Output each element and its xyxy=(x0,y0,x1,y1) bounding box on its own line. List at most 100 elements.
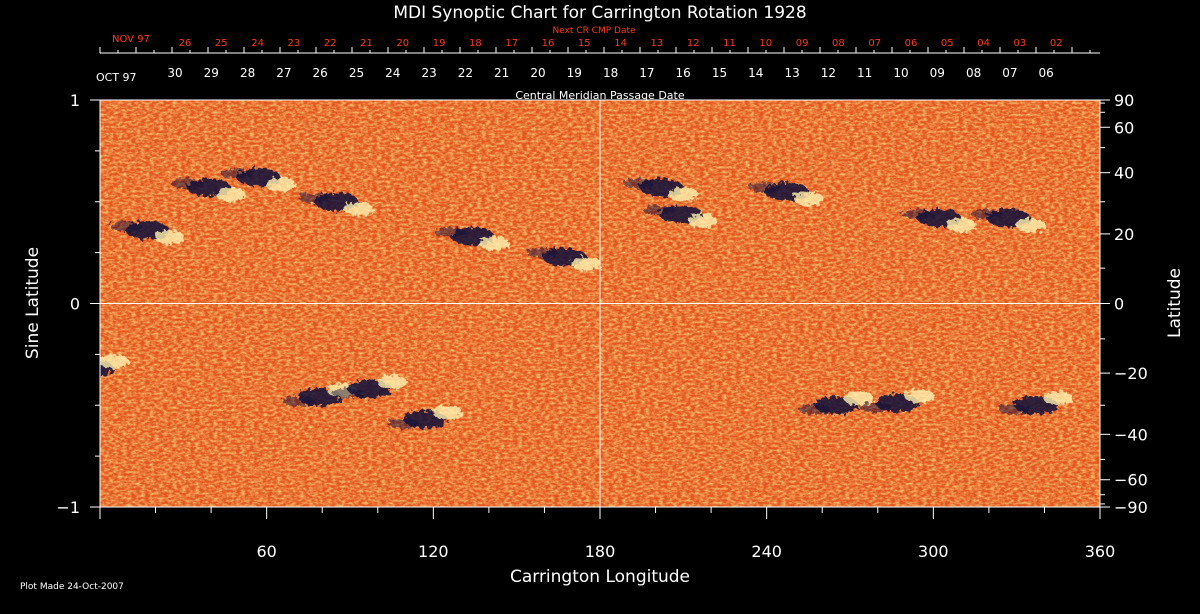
cmp-date-label: 09 xyxy=(930,66,945,80)
next-cr-date-label: 12 xyxy=(687,38,700,49)
y-right-tick-label: 40 xyxy=(1114,164,1134,183)
diffuse-flux-patch xyxy=(970,209,1003,220)
cmp-axis: OCT 97 30 29 28 27 26 25 24 23 22 21 20 19 18 17 16 15 1… xyxy=(96,66,1054,102)
next-cr-date-label: 09 xyxy=(796,38,809,49)
active-region xyxy=(434,227,510,251)
active-region xyxy=(220,168,296,192)
positive-polarity-patch xyxy=(432,405,463,420)
cmp-date-label: 13 xyxy=(784,66,799,80)
diffuse-flux-patch xyxy=(170,178,203,189)
y-right-tick-label: 20 xyxy=(1114,225,1134,244)
active-region xyxy=(526,247,602,271)
positive-polarity-patch xyxy=(265,177,296,192)
cmp-date-label: 26 xyxy=(313,66,328,80)
x-axis-label: Carrington Longitude xyxy=(510,567,690,587)
cmp-date-label: 24 xyxy=(385,66,400,80)
cmp-date-label: 29 xyxy=(204,66,219,80)
active-region xyxy=(748,182,824,206)
diffuse-flux-patch xyxy=(54,368,86,378)
next-cr-date-label: 23 xyxy=(288,38,301,49)
next-cr-date-label: 03 xyxy=(1014,38,1027,49)
active-region xyxy=(54,354,129,378)
active-region xyxy=(331,374,407,398)
y-left-tick-label: 1 xyxy=(70,91,80,110)
cmp-date-label: 22 xyxy=(458,66,473,80)
diffuse-flux-patch xyxy=(526,247,559,258)
next-cr-date-label: 07 xyxy=(868,38,881,49)
y-right-tick-label: 60 xyxy=(1114,118,1134,137)
x-tick-label: 240 xyxy=(751,542,782,561)
positive-polarity-patch xyxy=(668,187,699,202)
next-cr-date-label: 04 xyxy=(977,38,990,49)
next-cr-date-label: 21 xyxy=(360,38,373,49)
active-region xyxy=(387,405,463,429)
positive-polarity-patch xyxy=(215,187,246,202)
active-region xyxy=(859,389,935,413)
cmp-axis-label: Central Meridian Passage Date xyxy=(515,89,684,102)
positive-polarity-patch xyxy=(843,391,874,406)
next-cr-date-label: 24 xyxy=(251,38,264,49)
active-region xyxy=(798,391,874,415)
positive-polarity-patch xyxy=(343,201,374,216)
plot-made-footer: Plot Made 24-Oct-2007 xyxy=(20,582,124,592)
x-tick-label: 60 xyxy=(256,542,276,561)
cmp-date-label: 19 xyxy=(567,66,582,80)
next-cr-date-label: 22 xyxy=(324,38,337,49)
active-region xyxy=(109,221,185,245)
cmp-date-label: 18 xyxy=(603,66,618,80)
positive-polarity-patch xyxy=(793,191,824,206)
next-cr-date-label: 17 xyxy=(505,38,518,49)
positive-polarity-patch xyxy=(687,214,718,229)
diffuse-flux-patch xyxy=(331,387,364,398)
y-right-tick-label: −40 xyxy=(1114,425,1148,444)
y-axis-right-label: Latitude xyxy=(1165,268,1185,338)
next-cr-date-label: 26 xyxy=(179,38,192,49)
positive-polarity-patch xyxy=(154,230,185,245)
cmp-date-label: 23 xyxy=(421,66,436,80)
y-right-tick-label: −20 xyxy=(1114,364,1148,383)
cmp-date-label: 11 xyxy=(857,66,872,80)
y-right-tick-label: 0 xyxy=(1114,295,1124,314)
cmp-date-label: 17 xyxy=(639,66,654,80)
cmp-date-label: 10 xyxy=(893,66,908,80)
cmp-date-label: 14 xyxy=(748,66,763,80)
next-cr-date-label: 10 xyxy=(759,38,772,49)
cmp-date-label: 06 xyxy=(1039,66,1054,80)
next-cr-axis-label: Next CR CMP Date xyxy=(552,26,636,36)
cmp-date-label: 27 xyxy=(276,66,291,80)
cmp-date-label: 30 xyxy=(167,66,182,80)
positive-polarity-patch xyxy=(946,218,977,233)
next-cr-date-label: 19 xyxy=(433,38,446,49)
magnetogram-field xyxy=(54,100,1100,507)
x-tick-label: 180 xyxy=(585,542,616,561)
cmp-date-label: 15 xyxy=(712,66,727,80)
next-cr-month-label: NOV 97 xyxy=(112,34,150,45)
active-region xyxy=(901,209,977,233)
cmp-date-label: 12 xyxy=(821,66,836,80)
y-axis-left-label: Sine Latitude xyxy=(23,247,43,359)
positive-polarity-patch xyxy=(479,236,510,251)
cmp-date-label: 07 xyxy=(1002,66,1017,80)
y-axis-left: 1 0 −1 xyxy=(56,91,100,517)
cmp-date-label: 25 xyxy=(349,66,364,80)
cmp-date-label: 21 xyxy=(494,66,509,80)
active-region xyxy=(623,178,699,202)
diffuse-flux-patch xyxy=(998,404,1031,415)
next-cr-date-label: 11 xyxy=(723,38,736,49)
diffuse-flux-patch xyxy=(220,168,253,179)
cmp-date-label: 20 xyxy=(530,66,545,80)
diffuse-flux-patch xyxy=(387,418,420,429)
next-cr-date-label: 25 xyxy=(215,38,228,49)
next-cr-date-label: 02 xyxy=(1050,38,1063,49)
diffuse-flux-patch xyxy=(859,402,892,413)
next-cr-date-label: 05 xyxy=(941,38,954,49)
next-cr-date-label: 14 xyxy=(614,38,627,49)
y-axis-right: 90 60 40 20 0 −20 −40 −60 −90 xyxy=(1100,91,1148,517)
next-cr-date-label: 18 xyxy=(469,38,482,49)
y-right-tick-label: 90 xyxy=(1114,91,1134,110)
y-right-tick-label: −90 xyxy=(1114,498,1148,517)
diffuse-flux-patch xyxy=(798,404,831,415)
chart-title: MDI Synoptic Chart for Carrington Rotati… xyxy=(393,3,806,23)
